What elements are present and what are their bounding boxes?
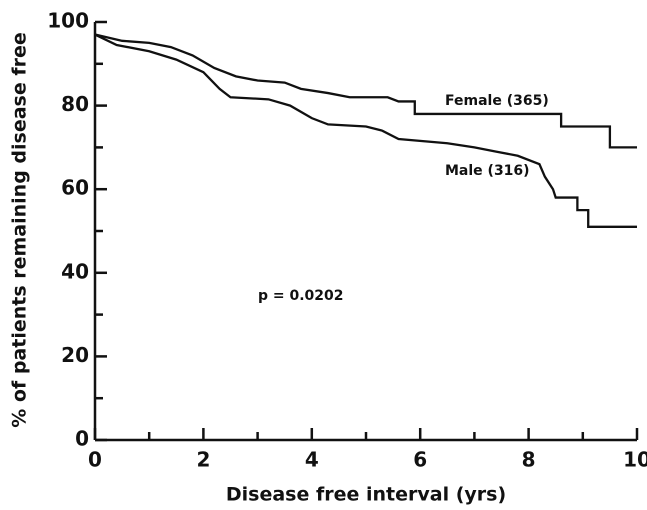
y-tick-label: 20 [61, 343, 89, 367]
x-tick-label: 10 [623, 448, 647, 472]
y-axis-label: % of patients remaining disease free [9, 32, 31, 428]
survival-curve [94, 33, 637, 149]
survival-curve [94, 33, 637, 228]
y-tick-label: 100 [47, 9, 89, 33]
x-axis-label: Disease free interval (yrs) [226, 484, 506, 506]
y-tick-label: 80 [61, 92, 89, 116]
series-label: Male (316) [445, 163, 530, 179]
x-tick-label: 4 [305, 448, 319, 472]
x-tick-label: 8 [522, 448, 536, 472]
x-tick-label: 2 [196, 448, 210, 472]
x-tick-label: 6 [413, 448, 427, 472]
y-tick-label: 40 [61, 259, 89, 283]
x-tick-label: 0 [88, 448, 102, 472]
annotation: p = 0.0202 [258, 288, 344, 304]
series-label: Female (365) [445, 93, 549, 109]
y-tick-label: 0 [75, 427, 89, 451]
y-tick-label: 60 [61, 176, 89, 200]
